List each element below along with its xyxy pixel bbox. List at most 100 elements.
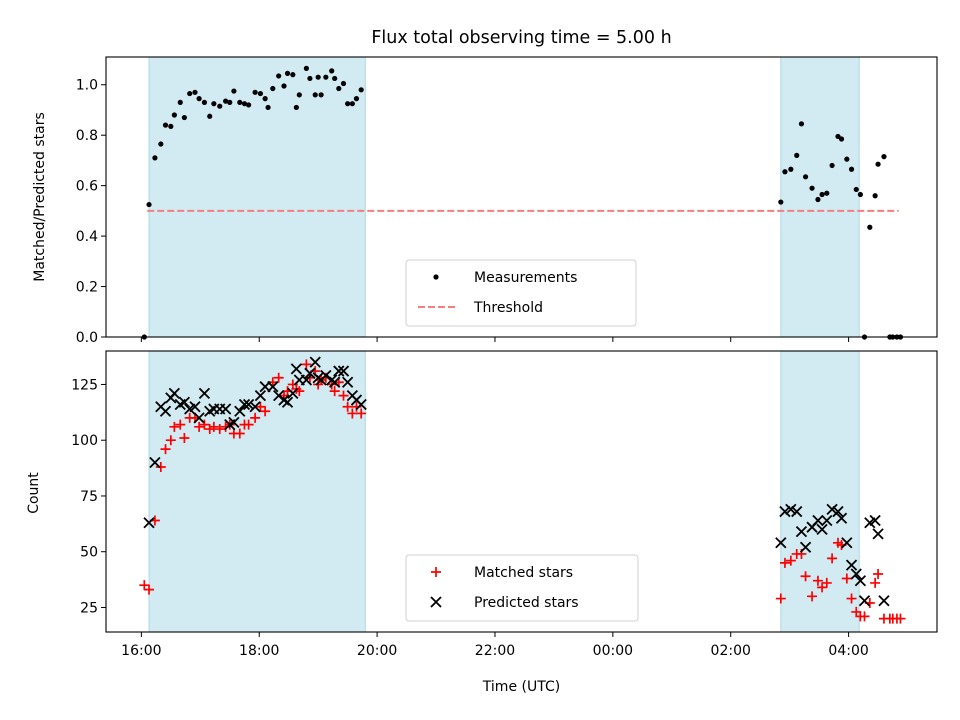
data-point [207, 113, 213, 119]
y-axis-label-count: Count [26, 472, 42, 514]
data-point [320, 369, 332, 382]
data-point [178, 396, 191, 408]
x-tick-label: 16:00 [121, 643, 161, 659]
data-point [881, 154, 887, 160]
data-point [276, 73, 282, 79]
data-point [208, 421, 219, 432]
data-point [318, 92, 324, 98]
data-point [846, 593, 857, 604]
data-point [312, 92, 318, 98]
data-point [169, 421, 180, 432]
data-point [807, 591, 818, 602]
y-tick-label: 0.2 [76, 280, 98, 296]
y-axis-label-ratio: Matched/Predicted stars [32, 112, 48, 282]
data-point [824, 190, 830, 196]
data-point [304, 367, 316, 379]
data-point [338, 390, 349, 401]
data-point [220, 403, 232, 415]
legend-label: Threshold [473, 300, 543, 316]
data-point [342, 376, 354, 388]
legend-marker [431, 567, 441, 577]
data-point [241, 101, 248, 107]
data-point [854, 575, 867, 587]
y-tick-label: 50 [80, 545, 98, 561]
x-tick-label: 22:00 [475, 643, 515, 659]
data-point [265, 104, 271, 111]
data-point [850, 568, 862, 580]
plot-frame [105, 350, 938, 633]
data-point [194, 421, 205, 432]
data-point [175, 419, 186, 430]
data-point [832, 505, 844, 518]
data-point [192, 89, 198, 95]
data-point [345, 101, 351, 107]
legend-box [405, 554, 639, 622]
count-panel: 25 50 75 100 125 16:00 18:00 20:00 22:00 00:00 02:… [71, 350, 938, 659]
data-point [859, 611, 870, 622]
data-point [867, 224, 873, 230]
data-point [329, 376, 341, 388]
data-point [816, 523, 828, 536]
data-point [848, 166, 855, 172]
data-point [838, 136, 845, 142]
data-point [347, 408, 358, 419]
data-point [250, 412, 261, 423]
data-point [336, 85, 342, 92]
data-point [315, 74, 321, 80]
data-point [293, 104, 299, 111]
data-point [246, 102, 252, 108]
x-tick-label: 20:00 [357, 643, 397, 659]
data-point [252, 89, 258, 95]
legend-box [405, 259, 637, 327]
data-point [179, 432, 190, 443]
data-point [869, 514, 881, 527]
data-point [785, 503, 797, 515]
data-point [187, 90, 193, 97]
data-point [300, 374, 313, 386]
data-point [149, 456, 161, 469]
data-point [779, 505, 791, 518]
data-point [798, 121, 805, 127]
data-point [329, 386, 340, 397]
data-point [857, 191, 863, 198]
data-point [309, 356, 321, 368]
data-point [844, 156, 850, 162]
data-point [841, 537, 853, 549]
data-point [189, 401, 201, 413]
legend-label: Matched stars [474, 565, 573, 581]
data-point [296, 92, 302, 98]
data-point [800, 571, 811, 582]
data-point [201, 99, 208, 106]
y-tick-label: 100 [71, 433, 98, 449]
data-point [853, 186, 859, 193]
data-point [234, 428, 245, 439]
data-point [301, 359, 312, 370]
data-point [809, 185, 815, 191]
x-tick-label: 04:00 [828, 643, 868, 659]
data-point [193, 412, 205, 424]
data-point [260, 406, 271, 417]
data-point [333, 365, 345, 377]
data-point [356, 408, 367, 419]
chart-title: Flux total observing time = 5.00 h [371, 28, 671, 48]
data-point [329, 68, 335, 74]
data-point [794, 152, 800, 158]
data-point [332, 75, 338, 82]
data-point [323, 74, 329, 80]
data-point [337, 365, 350, 377]
data-point [819, 191, 825, 198]
legend: Matched stars Predicted stars [405, 554, 639, 622]
data-point [895, 613, 906, 624]
data-point [782, 169, 788, 175]
x-axis-label: Time (UTC) [482, 679, 560, 695]
y-tick-label: 0.0 [76, 330, 98, 346]
data-point [817, 582, 828, 593]
plot-frame [105, 56, 938, 338]
y-tick-label: 25 [80, 600, 98, 616]
observing-window-1 [780, 56, 860, 338]
data-point [165, 435, 176, 446]
data-point [775, 537, 787, 549]
legend-marker [430, 596, 442, 608]
data-point [181, 114, 187, 121]
data-point [841, 573, 852, 584]
